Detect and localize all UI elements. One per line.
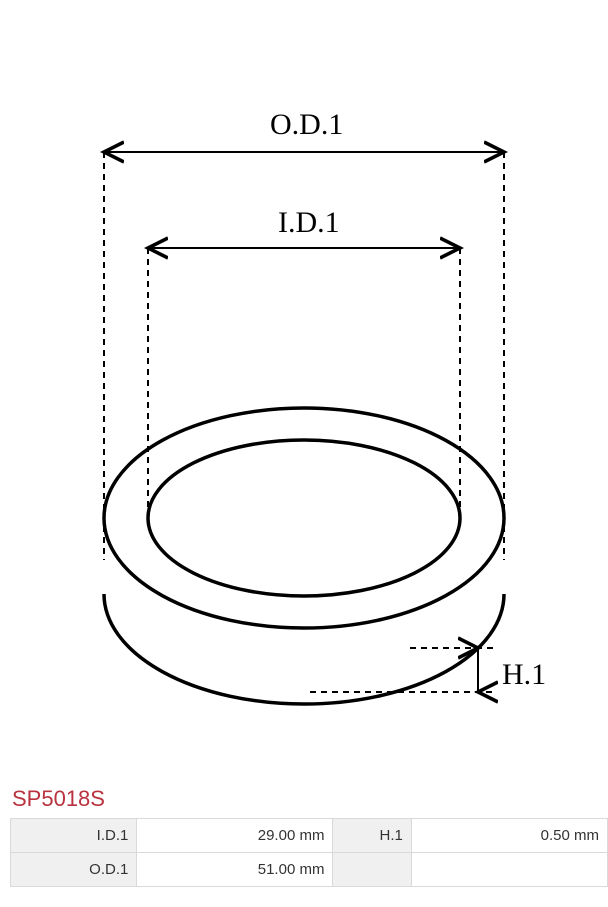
spec-value-od1: 51.00 mm: [137, 853, 333, 887]
spec-label-h1: H.1: [333, 819, 411, 853]
spec-label-empty: [333, 853, 411, 887]
spec-label-od1: O.D.1: [11, 853, 137, 887]
table-row: I.D.1 29.00 mm H.1 0.50 mm: [11, 819, 608, 853]
ring-diagram-svg: [0, 0, 608, 780]
part-number: SP5018S: [0, 786, 608, 812]
table-row: O.D.1 51.00 mm: [11, 853, 608, 887]
diagram-area: O.D.1 I.D.1 H.1: [0, 0, 608, 780]
spec-value-id1: 29.00 mm: [137, 819, 333, 853]
spec-table: I.D.1 29.00 mm H.1 0.50 mm O.D.1 51.00 m…: [10, 818, 608, 887]
inner-top-ellipse: [148, 440, 460, 596]
spec-value-empty: [411, 853, 607, 887]
spec-value-h1: 0.50 mm: [411, 819, 607, 853]
spec-label-id1: I.D.1: [11, 819, 137, 853]
